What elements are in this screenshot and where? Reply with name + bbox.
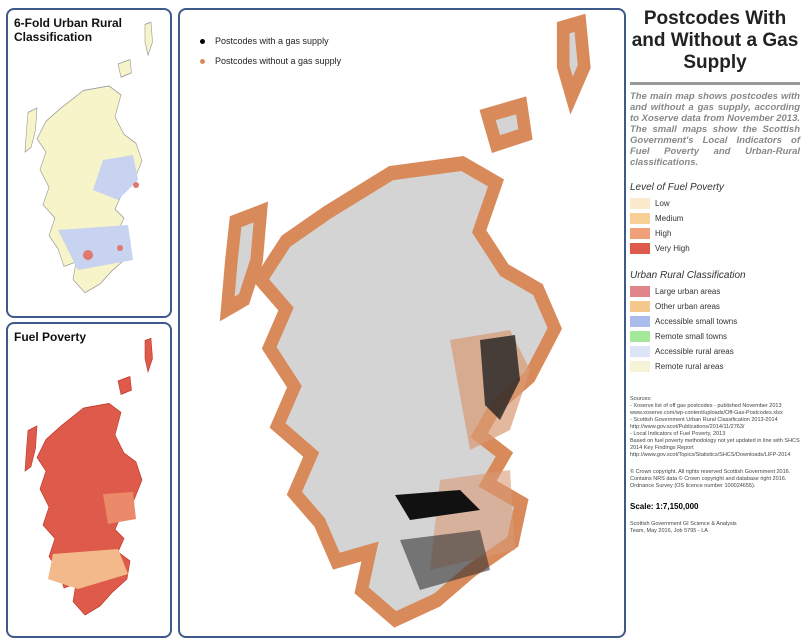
legend-label: High [655, 229, 672, 238]
urban-rural-inset: 6-Fold Urban Rural Classification [6, 8, 172, 318]
legend-swatch [630, 243, 650, 254]
title: Postcodes With and Without a Gas Supply [630, 8, 800, 85]
high-poverty [103, 492, 136, 524]
accessible-rural [58, 225, 133, 270]
legend-title: Level of Fuel Poverty [630, 182, 724, 193]
legend-swatch [630, 301, 650, 312]
legend-item: Accessible small towns [630, 314, 800, 329]
legend-label: Large urban areas [655, 287, 721, 296]
legend-label: Accessible rural areas [655, 347, 734, 356]
accessible-rural [93, 155, 138, 200]
legend-label: Medium [655, 214, 684, 223]
credit: Scottish Government GI Science & Analysi… [630, 521, 737, 534]
main-map-panel: Postcodes with a gas supply Postcodes wi… [178, 8, 626, 638]
legend-label: Postcodes without a gas supply [215, 56, 342, 66]
legend-label: Low [655, 199, 670, 208]
side-panel: Postcodes With and Without a Gas Supply … [630, 8, 800, 535]
legend-item: Medium [630, 211, 800, 226]
urban-area [133, 182, 139, 188]
legend-swatch [630, 213, 650, 224]
legend-item: Low [630, 196, 800, 211]
legend-item: Remote rural areas [630, 359, 800, 374]
legend-swatch [630, 331, 650, 342]
legend-item: High [630, 226, 800, 241]
legend-item: Other urban areas [630, 299, 800, 314]
legend-swatch [630, 346, 650, 357]
gas-cluster [480, 335, 520, 420]
urban-area [83, 250, 93, 260]
lower-poverty [48, 549, 128, 589]
legend-swatch [630, 286, 650, 297]
legend-label: Other urban areas [655, 302, 720, 311]
legend-label: Remote small towns [655, 332, 728, 341]
description: The main map shows postcodes with and wi… [630, 91, 801, 168]
legend-item: Postcodes with a gas supply [200, 36, 329, 46]
urban-area [117, 245, 123, 251]
land [227, 23, 584, 620]
source-line: - Local Indicators of Fuel Poverty, 2013 [630, 431, 726, 437]
source-line: - Scottish Government Urban Rural Classi… [630, 417, 778, 423]
legend-swatch [630, 316, 650, 327]
legend-title: Urban Rural Classification [630, 270, 746, 281]
scale: Scale: 1:7,150,000 [630, 502, 699, 511]
source-line: Sources: [630, 396, 652, 402]
urban-rural-map [23, 21, 154, 294]
source-line: www.xoserve.com/wp-content/uploads/Off-G… [630, 410, 783, 416]
fuel-poverty-legend: Low Medium High Very High [630, 196, 800, 256]
source-line: Based on fuel poverty methodology not ye… [630, 438, 800, 451]
source-line: - Xoserve list of off gas postcodes - pu… [630, 403, 782, 409]
legend-label: Remote rural areas [655, 362, 724, 371]
fuel-poverty-inset: Fuel Poverty [6, 322, 172, 638]
legend-swatch [630, 198, 650, 209]
source-line: http://www.gov.scot/Publications/2014/11… [630, 424, 745, 430]
fuel-poverty-map [23, 337, 154, 617]
legend-item: Very High [630, 241, 800, 256]
legend-swatch [630, 361, 650, 372]
sources: Sources: - Xoserve list of off gas postco… [630, 396, 800, 459]
gas-cluster [395, 490, 480, 520]
legend-item: Remote small towns [630, 329, 800, 344]
source-line: http://www.gov.scot/Topics/Statistics/SH… [630, 452, 791, 458]
urban-rural-legend: Large urban areas Other urban areas Access… [630, 284, 800, 374]
copyright: © Crown copyright. All rights reserved S… [630, 469, 791, 489]
legend-label: Postcodes with a gas supply [215, 36, 329, 46]
legend-item: Accessible rural areas [630, 344, 800, 359]
inset-title: 6-Fold Urban Rural Classification [14, 16, 123, 44]
main-map [180, 10, 626, 638]
gas-cluster [400, 530, 490, 590]
legend-label: Very High [655, 244, 690, 253]
legend-label: Accessible small towns [655, 317, 738, 326]
legend-swatch [630, 228, 650, 239]
inset-title: Fuel Poverty [14, 330, 87, 344]
legend-item: Postcodes without a gas supply [200, 56, 341, 66]
legend-item: Large urban areas [630, 284, 800, 299]
